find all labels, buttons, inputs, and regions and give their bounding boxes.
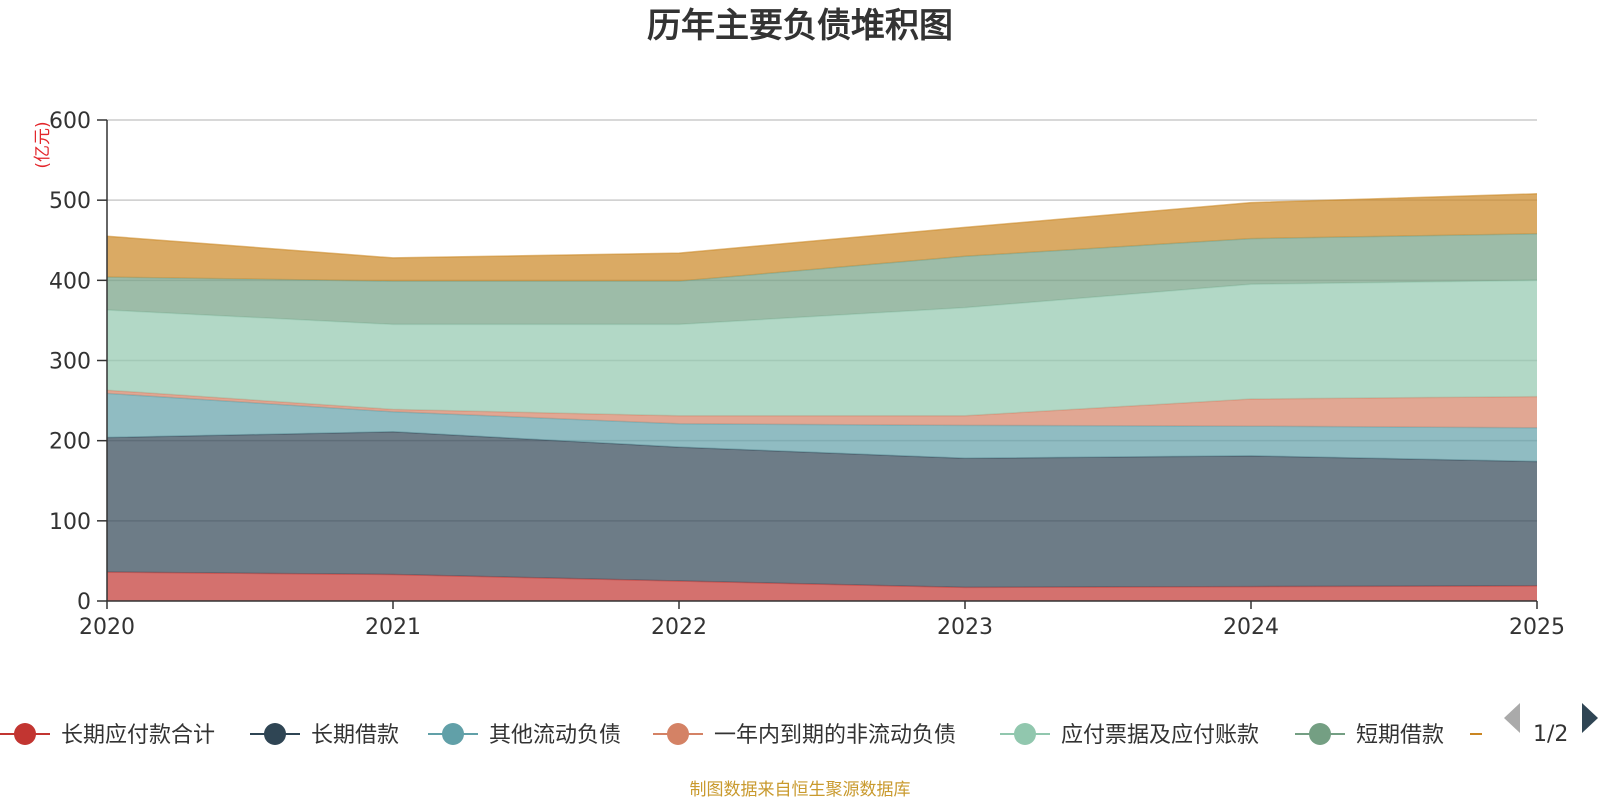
series-line-2 (106, 431, 1538, 463)
legend-marker-icon (667, 723, 689, 745)
legend-marker-icon (442, 723, 464, 745)
legend-marker-icon (1309, 723, 1331, 745)
x-tick-label: 2020 (79, 615, 135, 640)
series-line-3 (106, 392, 1538, 429)
legend-next-page-icon[interactable] (1582, 703, 1598, 733)
legend-label: 长期借款 (311, 723, 399, 748)
legend-item-3[interactable]: 其他流动负债 (428, 723, 621, 748)
legend-pager[interactable]: 1/2 (1504, 703, 1598, 747)
chart-title: 历年主要负债堆积图 (647, 6, 953, 46)
area-series-6[interactable] (107, 233, 1537, 325)
legend-page-indicator: 1/2 (1533, 722, 1568, 747)
y-tick-label: 400 (49, 269, 91, 294)
legend-label: 短期借款 (1356, 723, 1444, 748)
legend-item-2[interactable]: 长期借款 (250, 723, 399, 748)
y-tick-label: 500 (49, 189, 91, 214)
axes: 0 100 200 300 400 500 600 2020 2021 2022 2023 2024 2… (49, 109, 1565, 640)
area-series-2[interactable] (107, 431, 1537, 588)
legend-item-4[interactable]: 一年内到期的非流动负债 (653, 723, 956, 748)
legend-label: 长期应付款合计 (61, 723, 215, 748)
series-line-7 (106, 193, 1538, 259)
area-series-3[interactable] (107, 393, 1537, 462)
y-tick-label: 0 (77, 590, 91, 615)
y-tick-label: 600 (49, 109, 91, 134)
legend-item-6[interactable]: 短期借款 (1295, 723, 1444, 748)
area-series[interactable] (106, 193, 1538, 601)
area-series-7[interactable] (107, 193, 1537, 282)
legend-label: 一年内到期的非流动负债 (714, 723, 956, 748)
legend-marker-icon (1014, 723, 1036, 745)
y-tick-label: 300 (49, 350, 91, 375)
y-tick-label: 100 (49, 510, 91, 535)
x-tick-label: 2021 (365, 615, 421, 640)
legend-item-1[interactable]: 长期应付款合计 (0, 723, 215, 748)
legend-marker-icon (264, 723, 286, 745)
area-series-4[interactable] (107, 390, 1537, 428)
x-tick-label: 2022 (651, 615, 707, 640)
y-axis-unit: (亿元) (33, 121, 53, 168)
data-source-note: 制图数据来自恒生聚源数据库 (690, 780, 911, 800)
y-tick-label: 200 (49, 430, 91, 455)
x-tick-label: 2025 (1509, 615, 1565, 640)
legend-label: 应付票据及应付账款 (1061, 723, 1259, 748)
x-tick-label: 2024 (1223, 615, 1279, 640)
area-series-1[interactable] (107, 572, 1537, 601)
legend-item-5[interactable]: 应付票据及应付账款 (1000, 723, 1259, 748)
x-tick-label: 2023 (937, 615, 993, 640)
area-series-5[interactable] (107, 280, 1537, 416)
legend[interactable]: 长期应付款合计 长期借款 其他流动负债 一年内到期的非流动负债 应付票据及应付账款 短期借… (0, 723, 1482, 748)
legend-prev-page-icon[interactable] (1504, 703, 1520, 733)
legend-marker-icon (14, 723, 36, 745)
legend-label: 其他流动负债 (489, 723, 621, 748)
